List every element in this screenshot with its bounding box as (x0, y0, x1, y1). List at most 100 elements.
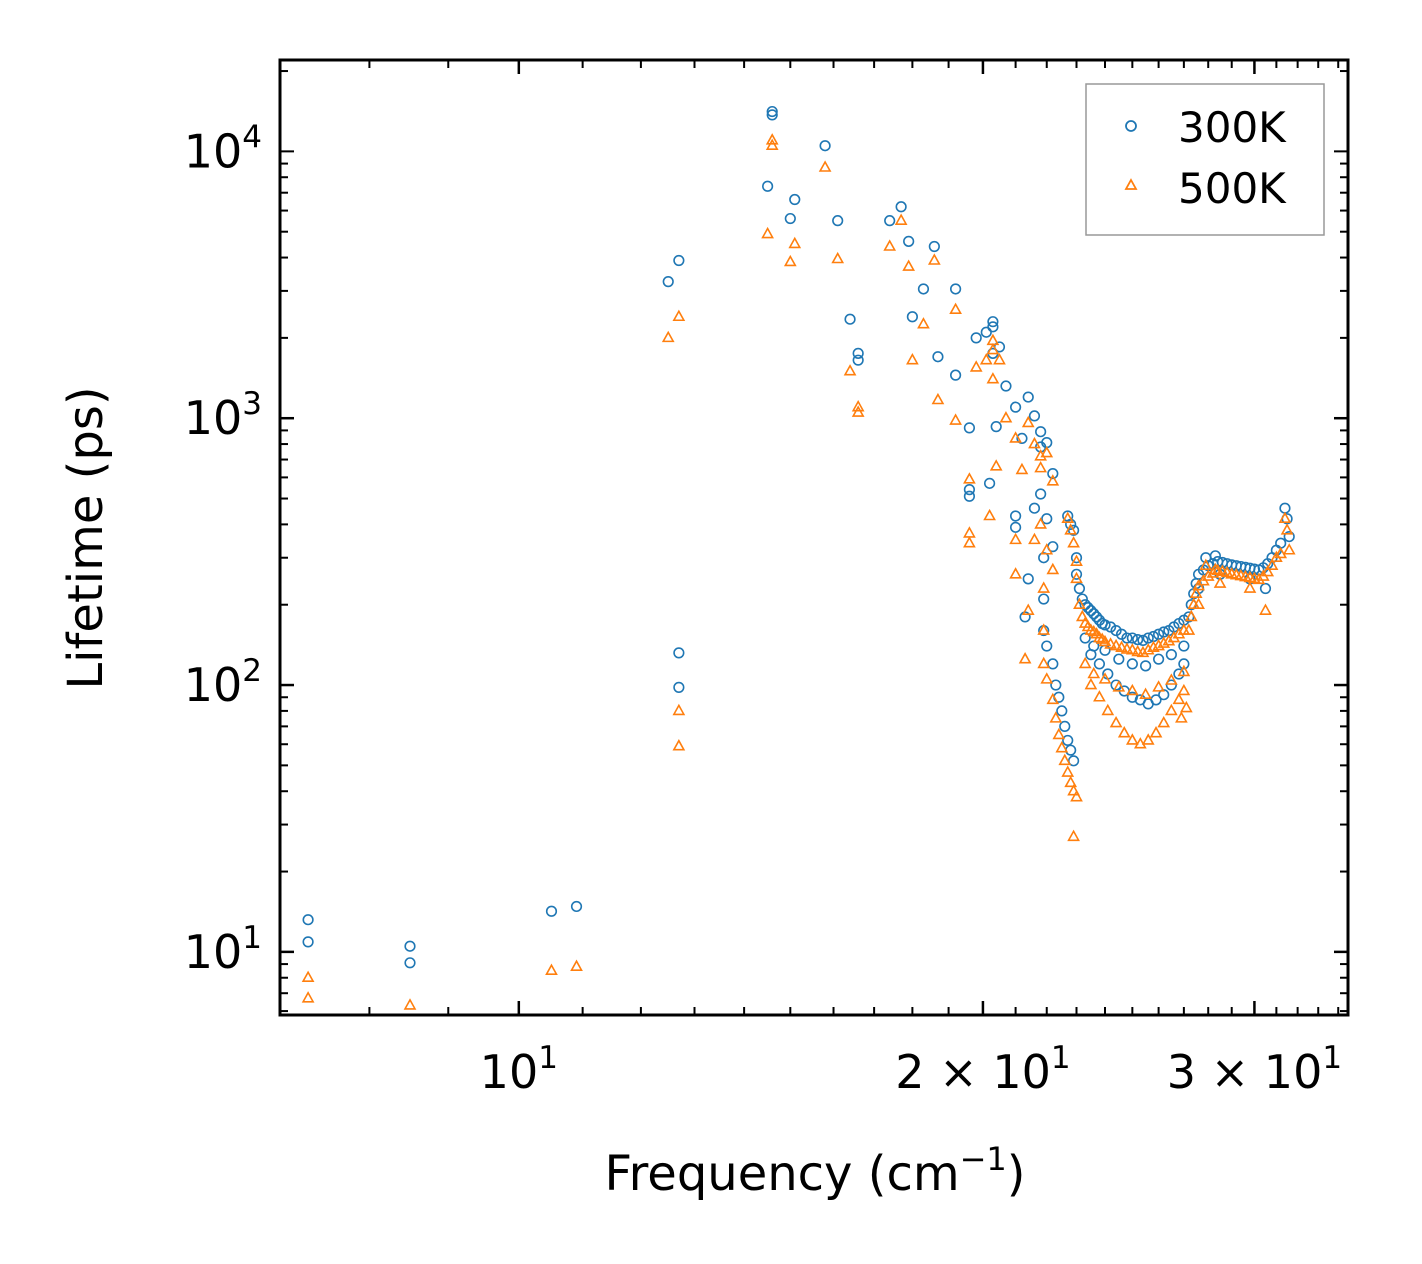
point-300k (1041, 513, 1053, 525)
point-300k (1070, 568, 1083, 580)
point-500k (1182, 623, 1196, 635)
point-500k (999, 411, 1013, 423)
point-300k (1085, 605, 1097, 617)
legend-box (1085, 83, 1325, 236)
point-300k (987, 316, 999, 328)
point-300k (1028, 410, 1041, 422)
point-300k (1028, 502, 1041, 514)
point-300k (1062, 734, 1074, 747)
point-300k (852, 347, 864, 359)
point-500k (989, 459, 1003, 471)
data-points (301, 105, 1296, 1010)
point-500k (883, 239, 897, 251)
point-300k (404, 940, 416, 952)
point-500k (1064, 775, 1078, 788)
point-300k (1165, 649, 1177, 661)
point-500k (1177, 664, 1191, 677)
point-300k (1178, 640, 1190, 652)
point-300k (762, 180, 774, 192)
point-500k (1149, 726, 1163, 738)
point-500k (1172, 692, 1186, 705)
x-tick-label: 101 (480, 1040, 558, 1099)
point-500k (1058, 753, 1072, 766)
point-300k (1088, 608, 1100, 620)
point-500k (1067, 829, 1080, 842)
point-500k (1052, 727, 1066, 740)
point-300k (1009, 510, 1022, 522)
point-500k (1104, 637, 1117, 649)
point-300k (949, 283, 962, 295)
point-500k (661, 330, 675, 343)
point-300k (1073, 582, 1086, 595)
point-500k (1040, 543, 1054, 555)
point-500k (831, 251, 845, 264)
point-300k (980, 326, 992, 338)
point-500k (1098, 634, 1112, 647)
point-500k (851, 400, 865, 412)
point-500k (1046, 474, 1060, 486)
point-500k (963, 536, 976, 548)
point-500k (843, 364, 857, 376)
point-500k (301, 970, 315, 983)
point-300k (1059, 720, 1071, 732)
point-300k (819, 140, 831, 152)
point-500k (917, 317, 930, 329)
point-500k (788, 236, 802, 249)
point-500k (1152, 680, 1165, 692)
point-500k (1018, 652, 1032, 664)
point-500k (1070, 554, 1083, 566)
y-tick-label: 101 (184, 920, 262, 979)
point-500k (1117, 726, 1131, 738)
point-300k (917, 283, 930, 295)
point-500k (1201, 569, 1215, 581)
point-500k (1061, 765, 1075, 777)
x-tick-label: 2 × 101 (895, 1040, 1070, 1099)
point-300k (983, 477, 996, 489)
point-500k (1021, 415, 1035, 428)
point-300k (662, 276, 674, 288)
point-300k (1038, 593, 1050, 605)
legend-label-500k: 500K (1178, 164, 1287, 213)
point-300k (1090, 611, 1103, 623)
point-500k (993, 353, 1006, 365)
point-500k (1177, 683, 1191, 696)
point-300k (903, 235, 915, 247)
point-300k (302, 936, 314, 948)
point-500k (851, 405, 865, 417)
point-300k (1079, 599, 1091, 611)
point-300k (1104, 621, 1117, 633)
point-300k (990, 421, 1002, 433)
point-500k (1073, 597, 1086, 610)
point-500k (1265, 558, 1279, 571)
point-500k (1172, 627, 1186, 639)
point-500k (1067, 536, 1080, 548)
point-500k (1141, 733, 1155, 745)
point-300k (963, 490, 976, 502)
point-300k (832, 215, 844, 227)
point-300k (1070, 552, 1083, 564)
point-300k (906, 311, 918, 323)
point-300k (932, 351, 944, 363)
point-500k (1040, 672, 1054, 684)
point-500k (1034, 517, 1047, 529)
point-300k (852, 354, 864, 366)
point-300k (1041, 640, 1053, 652)
point-500k (1112, 680, 1126, 692)
point-300k (928, 240, 940, 253)
point-500k (765, 133, 779, 145)
point-500k (403, 998, 417, 1010)
point-500k (1125, 733, 1139, 745)
point-500k (818, 160, 832, 172)
point-500k (1179, 700, 1193, 713)
point-500k (1213, 576, 1227, 588)
point-300k (302, 914, 314, 926)
point-500k (963, 472, 976, 484)
point-300k (1016, 432, 1028, 445)
point-300k (1126, 632, 1138, 644)
point-500k (1028, 532, 1041, 545)
point-500k (1037, 623, 1051, 635)
y-tick-label: 104 (184, 119, 262, 178)
point-500k (1061, 511, 1075, 524)
point-300k (1035, 426, 1047, 438)
point-500k (1109, 638, 1123, 651)
